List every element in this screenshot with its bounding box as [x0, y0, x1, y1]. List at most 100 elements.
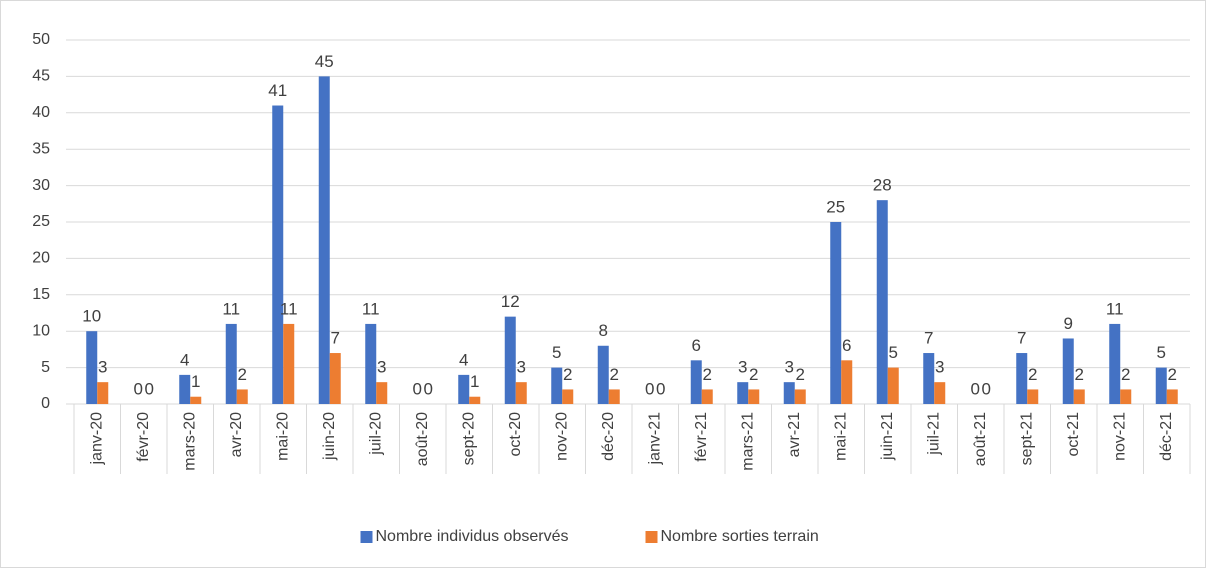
data-label: 4	[459, 350, 468, 369]
bar	[841, 360, 853, 404]
bar	[179, 374, 191, 404]
data-label: 8	[599, 321, 608, 340]
x-tick-label: avr-20	[228, 412, 245, 457]
bar	[225, 323, 237, 404]
data-label: 0	[971, 379, 980, 398]
data-label: 9	[1064, 314, 1073, 333]
x-tick-label: nov-21	[1111, 412, 1128, 461]
bar	[1120, 389, 1132, 404]
data-label: 0	[982, 379, 991, 398]
data-label: 2	[1168, 365, 1177, 384]
legend-label: Nombre individus observés	[376, 528, 569, 545]
bar	[1073, 389, 1085, 404]
x-tick-label: janv-21	[646, 412, 663, 466]
data-label: 11	[222, 299, 240, 318]
data-label: 3	[98, 358, 107, 377]
x-tick-label: juin-21	[879, 412, 896, 461]
bar	[1027, 389, 1039, 404]
data-label: 10	[82, 307, 101, 326]
data-label: 4	[180, 350, 189, 369]
bar	[272, 105, 284, 405]
x-tick-label: déc-21	[1158, 412, 1175, 461]
y-tick-label: 20	[32, 250, 50, 267]
data-label: 0	[656, 379, 665, 398]
bar	[318, 76, 330, 405]
data-label: 2	[796, 365, 805, 384]
y-tick-label: 5	[41, 359, 50, 376]
bar	[551, 367, 563, 404]
x-tick-label: mars-21	[739, 412, 756, 471]
data-label: 28	[873, 176, 892, 195]
data-label: 0	[424, 379, 433, 398]
x-tick-label: juin-20	[321, 412, 338, 461]
y-tick-label: 45	[32, 68, 50, 85]
bar	[376, 382, 388, 404]
x-tick-label: août-21	[972, 412, 989, 466]
bar	[794, 389, 806, 404]
data-label: 2	[749, 365, 758, 384]
bar	[1109, 323, 1121, 404]
x-tick-label: mars-20	[181, 412, 198, 471]
bar	[1166, 389, 1178, 404]
legend-swatch	[645, 531, 658, 543]
data-label: 2	[610, 365, 619, 384]
y-tick-label: 10	[32, 322, 50, 339]
data-label: 5	[552, 343, 561, 362]
data-label: 1	[191, 372, 200, 391]
bar	[1016, 353, 1028, 404]
data-label: 45	[315, 52, 334, 71]
data-label: 41	[268, 81, 287, 100]
bar	[190, 396, 202, 404]
y-tick-label: 15	[32, 286, 50, 303]
bar	[97, 382, 109, 404]
y-tick-label: 40	[32, 104, 50, 121]
data-label: 7	[924, 329, 933, 348]
y-tick-label: 30	[32, 177, 50, 194]
bar	[562, 389, 574, 404]
data-label: 3	[377, 358, 386, 377]
bar	[1155, 367, 1167, 404]
bar	[737, 382, 749, 404]
data-label: 2	[563, 365, 572, 384]
bar	[887, 367, 899, 404]
data-label: 7	[331, 329, 340, 348]
bar	[469, 396, 481, 404]
bar	[458, 374, 470, 404]
x-tick-label: avr-21	[786, 412, 803, 457]
data-label: 2	[1028, 365, 1037, 384]
data-label: 5	[889, 343, 898, 362]
x-tick-label: sept-21	[1018, 412, 1035, 465]
bar	[597, 345, 609, 404]
data-label: 3	[785, 358, 794, 377]
data-label: 1	[470, 372, 479, 391]
y-tick-label: 35	[32, 140, 50, 157]
data-label: 7	[1017, 329, 1026, 348]
bar	[236, 389, 248, 404]
x-tick-label: févr-20	[135, 412, 152, 462]
bar	[830, 222, 842, 404]
x-tick-label: mai-20	[274, 412, 291, 461]
x-tick-label: août-20	[414, 412, 431, 466]
bar	[923, 353, 935, 404]
y-tick-label: 50	[32, 31, 50, 48]
data-label: 0	[134, 379, 143, 398]
data-label: 11	[362, 299, 380, 318]
data-label: 5	[1157, 343, 1166, 362]
x-tick-label: févr-21	[693, 412, 710, 462]
x-tick-label: sept-20	[460, 412, 477, 465]
data-label: 0	[413, 379, 422, 398]
data-label: 2	[1121, 365, 1130, 384]
data-label: 12	[501, 292, 520, 311]
x-tick-label: déc-20	[600, 412, 617, 461]
x-tick-label: nov-20	[553, 412, 570, 461]
x-tick-label: juil-20	[367, 412, 384, 456]
data-label: 11	[1106, 299, 1124, 318]
bar	[608, 389, 620, 404]
bar	[701, 389, 713, 404]
data-label: 11	[280, 299, 298, 318]
x-tick-label: juil-21	[925, 412, 942, 456]
bar	[783, 382, 795, 404]
bar	[690, 360, 702, 404]
